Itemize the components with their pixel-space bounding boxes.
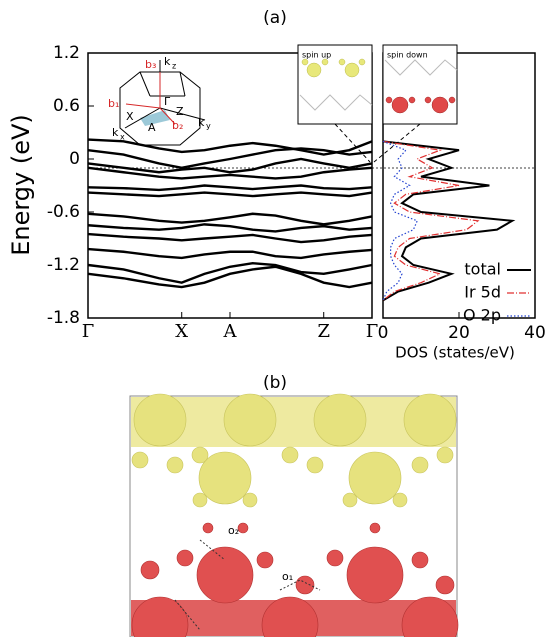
y-tick-label: -0.6 bbox=[47, 202, 80, 222]
dos-curve bbox=[382, 140, 480, 301]
inset-pointer bbox=[334, 123, 371, 163]
bz-label: k bbox=[198, 116, 205, 129]
oxygen-label: o₂ bbox=[228, 524, 239, 537]
y-tick-label: 0 bbox=[69, 149, 80, 169]
lattice bbox=[299, 94, 373, 111]
band bbox=[87, 147, 373, 170]
band bbox=[87, 212, 373, 226]
spin-up-inset bbox=[297, 44, 373, 125]
x-axis-label: DOS (states/eV) bbox=[395, 344, 515, 362]
bz-label: k bbox=[164, 55, 171, 68]
bz-label: Γ bbox=[164, 95, 171, 108]
charge-density-image bbox=[129, 393, 459, 641]
bz-label: b₃ bbox=[145, 58, 156, 71]
y-tick-label: -1.8 bbox=[47, 308, 80, 328]
bz-label: k bbox=[112, 126, 119, 139]
inset-label: spin up bbox=[302, 51, 331, 60]
x-tick-label: 40 bbox=[524, 323, 546, 343]
band bbox=[87, 247, 373, 260]
band bbox=[87, 223, 373, 233]
legend-label: total bbox=[464, 260, 501, 279]
band bbox=[87, 265, 373, 289]
y-tick-label: 0.6 bbox=[53, 96, 80, 116]
y-axis-label: Energy (eV) bbox=[7, 114, 35, 256]
inset-label: spin down bbox=[387, 51, 428, 60]
bz-label: b₂ bbox=[172, 119, 183, 132]
dos-curve bbox=[382, 140, 418, 301]
oxygen-label: o₁ bbox=[282, 570, 293, 583]
y-tick-label: -1.2 bbox=[47, 255, 80, 275]
legend-label: O 2p bbox=[463, 306, 501, 325]
x-tick-label: A bbox=[223, 321, 238, 342]
x-tick-label: X bbox=[175, 321, 188, 342]
band bbox=[87, 232, 373, 244]
bz-label: y bbox=[206, 122, 211, 131]
y-tick-label: 1.2 bbox=[53, 43, 80, 63]
bz-label: Z bbox=[176, 105, 184, 118]
bz-label: z bbox=[172, 62, 176, 71]
x-tick-label: Γ bbox=[366, 321, 379, 342]
legend-label: Ir 5d bbox=[464, 283, 501, 302]
band bbox=[87, 157, 373, 174]
bz-inset bbox=[119, 60, 206, 146]
panel-title: (a) bbox=[263, 8, 287, 28]
x-tick-label: 20 bbox=[448, 323, 470, 343]
band bbox=[87, 138, 373, 156]
bz-label: x bbox=[120, 133, 125, 142]
x-tick-label: 0 bbox=[378, 323, 389, 343]
band bbox=[87, 191, 373, 198]
x-tick-label: Γ bbox=[82, 321, 95, 342]
spin-up-density bbox=[301, 58, 366, 78]
bz-label: A bbox=[148, 121, 156, 134]
panel-title: (b) bbox=[263, 373, 287, 393]
dos-curve bbox=[382, 140, 516, 302]
band bbox=[87, 184, 373, 192]
band bbox=[87, 262, 373, 284]
spin-down-density bbox=[385, 96, 456, 114]
x-tick-label: Z bbox=[317, 321, 330, 342]
band bbox=[87, 166, 373, 180]
bz-label: b₁ bbox=[108, 97, 119, 110]
lattice bbox=[384, 59, 458, 76]
bz-label: X bbox=[126, 110, 134, 123]
